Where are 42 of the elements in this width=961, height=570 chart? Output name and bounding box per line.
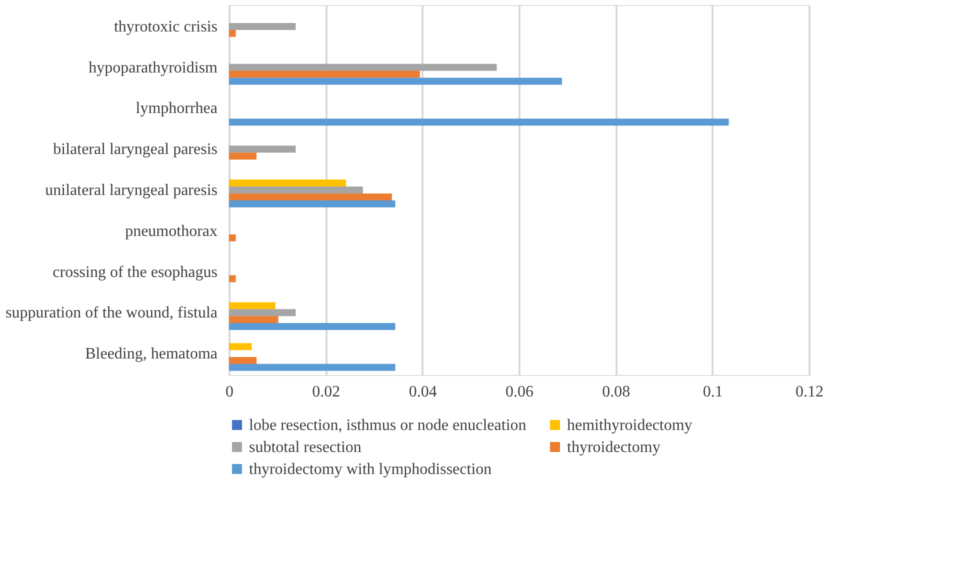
- bar: [229, 234, 236, 242]
- bar: [229, 343, 252, 350]
- bar: [229, 186, 363, 194]
- bar: [229, 78, 562, 85]
- bar: [229, 22, 296, 30]
- bar: [229, 275, 236, 282]
- y-tick-label: crossing of the esophagus: [52, 264, 218, 281]
- y-tick-label: hypoparathyroidism: [88, 59, 218, 76]
- legend-label: hemithyroidectomy: [567, 417, 692, 434]
- bar: [229, 316, 278, 324]
- y-tick-label: bilateral laryngeal paresis: [53, 141, 218, 158]
- bar: [229, 193, 392, 200]
- y-tick-label: unilateral laryngeal paresis: [45, 182, 218, 199]
- x-tick-label: 0.08: [602, 384, 630, 400]
- bar: [229, 30, 236, 37]
- x-tick-label: 0.12: [796, 384, 824, 400]
- legend-label: thyroidectomy: [567, 439, 660, 456]
- legend-label: lobe resection, isthmus or node enucleation: [249, 417, 526, 434]
- bar: [229, 356, 257, 364]
- bar: [229, 146, 296, 153]
- bar: [229, 118, 729, 126]
- bar: [229, 70, 420, 78]
- x-tick-label: 0.06: [506, 384, 534, 400]
- x-tick-label: 0.04: [408, 384, 437, 400]
- y-tick-label: Bleeding, hematoma: [85, 346, 218, 363]
- legend-label: subtotal resection: [249, 439, 362, 456]
- bar: [229, 200, 396, 208]
- bar: [229, 180, 346, 187]
- bar: [229, 309, 296, 316]
- y-tick-label: lymphorrhea: [136, 100, 218, 118]
- y-tick-label: pneumothorax: [125, 222, 218, 240]
- y-tick-label: suppuration of the wound, fistula: [6, 304, 218, 322]
- y-tick-label: thyrotoxic crisis: [114, 18, 218, 36]
- x-tick-label: 0.02: [312, 384, 340, 400]
- bar: [229, 64, 497, 71]
- bar: [229, 302, 276, 310]
- x-tick-label: 0: [226, 384, 234, 400]
- legend-label: thyroidectomy with lymphodissection: [249, 461, 492, 478]
- bar: [229, 152, 257, 160]
- bar: [229, 364, 396, 371]
- bar: [229, 323, 396, 330]
- x-tick-label: 0.1: [702, 384, 723, 400]
